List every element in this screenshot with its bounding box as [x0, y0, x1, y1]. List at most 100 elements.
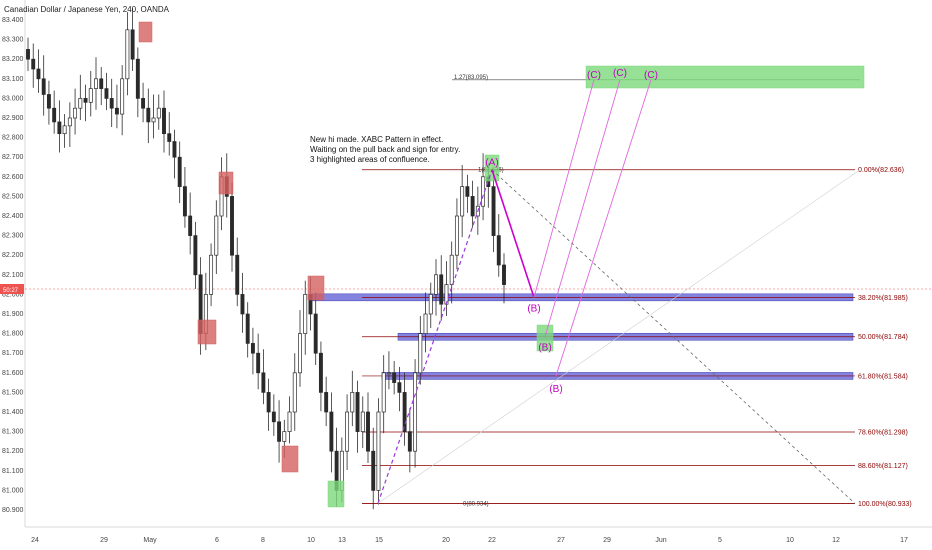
- highlight-boxes: [138, 21, 865, 508]
- price-tag-label: 50:27: [3, 288, 19, 294]
- candle-body: [350, 392, 355, 413]
- candle-body: [298, 333, 302, 374]
- candle-body: [402, 392, 407, 432]
- pattern-point-label: (C): [644, 70, 658, 81]
- x-tick-label: 8: [261, 537, 265, 544]
- candle-body: [26, 49, 30, 60]
- swing-high-box: [307, 275, 325, 301]
- candle-body: [177, 156, 182, 187]
- candle-body: [282, 431, 287, 442]
- candle-body: [324, 392, 329, 413]
- candle-body: [460, 186, 465, 217]
- pattern-point-label: (B): [527, 303, 540, 314]
- leg-bc-3: [555, 79, 652, 377]
- candle-body: [491, 186, 496, 236]
- leg-bc-2: [544, 79, 621, 337]
- pattern-point-label: (C): [587, 70, 601, 81]
- y-tick-label: 81.600: [2, 370, 24, 377]
- y-tick-label: 81.100: [2, 468, 24, 475]
- candle-body: [292, 372, 297, 413]
- y-tick-label: 80.900: [2, 507, 24, 514]
- candle-body: [287, 411, 292, 432]
- candle-body: [130, 29, 135, 60]
- candle-body: [162, 107, 166, 135]
- candle-body: [109, 98, 114, 109]
- pattern-point-label: (C): [613, 68, 627, 79]
- candle-body: [114, 107, 119, 115]
- candle-body: [167, 133, 172, 142]
- candle-body: [313, 313, 318, 354]
- candle-body: [135, 58, 140, 99]
- candle-body: [94, 78, 98, 89]
- candle-body: [397, 382, 402, 393]
- candle-body: [67, 117, 72, 127]
- candle-body: [235, 254, 240, 295]
- candle-body: [303, 294, 308, 334]
- candle-body: [209, 254, 214, 295]
- y-tick-label: 81.800: [2, 331, 24, 338]
- swing-low-box: [327, 480, 345, 508]
- fib-label: 61.80%(81.584): [858, 373, 908, 380]
- x-tick-label: 15: [375, 537, 383, 544]
- fib-label: 88.60%(81.127): [858, 463, 908, 470]
- candle-body: [214, 215, 219, 256]
- pattern-point-label: (A): [485, 158, 498, 169]
- x-axis-ticks: 24 29 May 6 8 10 13 15 20 22 27 29 Jun 5 10 12 17: [31, 537, 908, 544]
- swing-high-box: [218, 171, 234, 195]
- y-tick-label: 83.200: [2, 56, 24, 63]
- candle-body: [188, 215, 193, 236]
- leg-bc-1: [533, 79, 595, 298]
- candle-body: [83, 98, 88, 103]
- fib-label: 50.00%(81.784): [858, 334, 908, 341]
- candle-body: [502, 264, 506, 285]
- candle-body: [41, 78, 46, 95]
- target-zone-box: [585, 65, 865, 89]
- x-tick-label: May: [143, 537, 157, 544]
- candle-body: [423, 313, 428, 334]
- candle-body: [230, 196, 234, 256]
- candle-body: [413, 372, 418, 452]
- x-tick-label: 29: [100, 537, 108, 544]
- candle-body: [439, 274, 444, 305]
- y-tick-label: 83.100: [2, 76, 24, 83]
- candle-body: [104, 88, 109, 99]
- point-a-box: [484, 154, 500, 182]
- candle-body: [454, 215, 459, 256]
- candle-body: [78, 98, 83, 109]
- candle-body: [141, 98, 146, 109]
- y-tick-label: 81.400: [2, 409, 24, 416]
- x-tick-label: 17: [900, 537, 908, 544]
- fib-label: 78.60%(81.298): [858, 429, 908, 436]
- fib-label: 38.20%(81.985): [858, 295, 908, 302]
- fib-label: 100.00%(80.933): [858, 501, 912, 508]
- candle-body: [386, 372, 391, 375]
- y-tick-label: 82.600: [2, 174, 24, 181]
- candle-body: [381, 372, 386, 413]
- y-axis-ticks: 83.400 83.300 83.200 83.100 83.000 82.900 82.8…: [2, 17, 24, 514]
- candle-body: [266, 392, 271, 413]
- x-tick-label: Jun: [655, 537, 666, 544]
- candle-body: [360, 411, 365, 432]
- candle-body: [31, 58, 36, 70]
- candle-body: [465, 186, 470, 197]
- candle-body: [245, 313, 250, 344]
- candle-body: [88, 88, 93, 103]
- candle-body: [392, 372, 397, 383]
- candle-body: [449, 254, 454, 285]
- y-tick-label: 81.200: [2, 448, 24, 455]
- candle-body: [99, 78, 104, 89]
- x-tick-label: 29: [603, 537, 611, 544]
- leg-xa: [377, 169, 493, 504]
- fib-label: 0.00%(82.636): [858, 167, 904, 174]
- x-tick-label: 27: [557, 537, 565, 544]
- candle-body: [271, 411, 276, 423]
- candle-body: [62, 125, 67, 135]
- projection-line: [377, 169, 861, 504]
- extension-label: 1.27(83.095): [454, 75, 488, 81]
- candle-body: [46, 94, 51, 109]
- x-tick-label: 6: [215, 537, 219, 544]
- y-tick-label: 82.400: [2, 213, 24, 220]
- x-tick-label: 22: [488, 537, 496, 544]
